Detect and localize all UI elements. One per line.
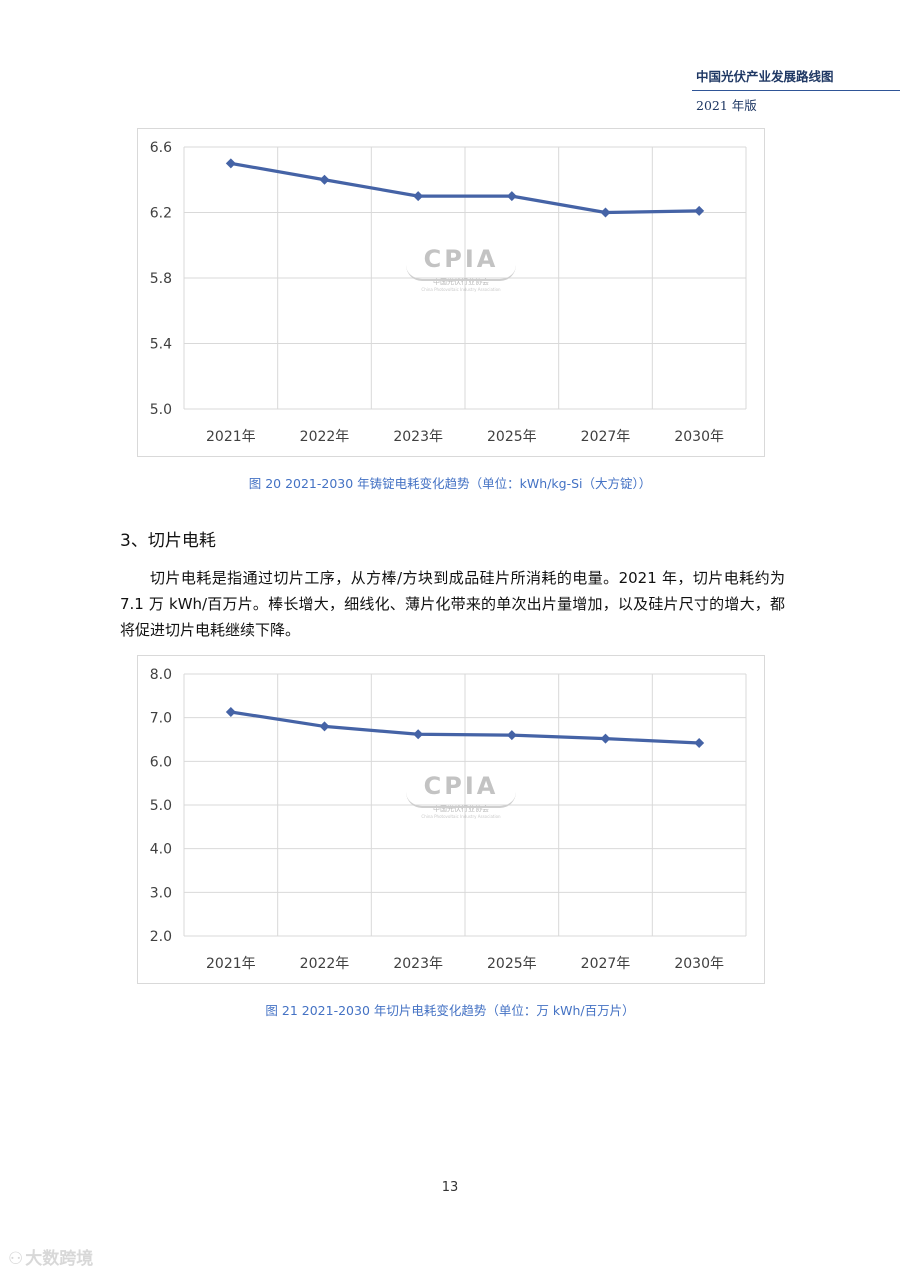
x-tick-label: 2027年 <box>581 956 631 972</box>
watermark-en: China Photovoltaic Industry Association <box>421 814 501 819</box>
brand-text: 大数跨境 <box>25 1249 94 1269</box>
watermark-cn: 中国光伏行业协会 <box>433 278 489 286</box>
section-title: 3、切片电耗 <box>120 531 216 551</box>
cpia-watermark: CPIA 中国光伏行业协会 China Photovoltaic Industr… <box>396 772 526 819</box>
data-point-marker <box>413 191 424 202</box>
y-tick-label: 6.6 <box>150 140 172 156</box>
chart-slicing-power-svg: 8.0 7.0 6.0 5.0 4.0 3.0 2.0 2021年 2022年 2023年 2025… <box>150 667 747 972</box>
y-tick-label: 6.2 <box>150 206 172 222</box>
y-tick-label: 5.0 <box>150 402 172 418</box>
data-point-marker <box>506 191 517 202</box>
data-point-marker <box>319 174 330 185</box>
x-tick-label: 2022年 <box>300 956 350 972</box>
x-tick-label: 2030年 <box>674 956 724 972</box>
x-tick-label: 2021年 <box>206 956 256 972</box>
data-point-marker <box>600 207 611 218</box>
x-tick-label: 2030年 <box>674 429 724 445</box>
data-point-marker <box>225 706 236 717</box>
data-point-marker <box>600 733 611 744</box>
x-tick-label: 2023年 <box>393 956 443 972</box>
y-tick-label: 5.0 <box>150 798 172 814</box>
header-title: 中国光伏产业发展路线图 <box>696 69 834 84</box>
data-point-marker <box>319 721 330 732</box>
watermark-arc <box>406 792 516 808</box>
series-line <box>230 710 700 745</box>
header-divider <box>692 90 900 91</box>
cpia-watermark: CPIA 中国光伏行业协会 China Photovoltaic Industr… <box>396 245 526 292</box>
x-tick-label: 2022年 <box>300 429 350 445</box>
brand-logo-icon: ⚇ <box>8 1249 24 1269</box>
watermark-cn: 中国光伏行业协会 <box>433 805 489 813</box>
y-tick-label: 2.0 <box>150 929 172 945</box>
y-tick-label: 5.8 <box>150 271 172 287</box>
data-point-marker <box>694 737 705 748</box>
data-point-marker <box>225 158 236 169</box>
data-point-marker <box>694 205 705 216</box>
chart-casting-power-svg: 6.6 6.2 5.8 5.4 5.0 2021年 2022年 2023年 2025年 2027年… <box>150 140 747 445</box>
header-edition: 2021 年版 <box>696 98 757 113</box>
watermark-arc <box>406 265 516 281</box>
x-tick-label: 2021年 <box>206 429 256 445</box>
y-tick-label: 8.0 <box>150 667 172 683</box>
y-tick-label: 6.0 <box>150 754 172 770</box>
watermark-en: China Photovoltaic Industry Association <box>421 287 501 292</box>
chart-slicing-power: 8.0 7.0 6.0 5.0 4.0 3.0 2.0 2021年 2022年 2023年 2025… <box>137 655 765 984</box>
figure-20-caption: 图 20 2021-2030 年铸锭电耗变化趋势（单位：kWh/kg-Si（大方… <box>248 476 652 491</box>
page-number: 13 <box>441 1180 459 1195</box>
page-header: 中国光伏产业发展路线图 2021 年版 <box>692 66 900 114</box>
x-tick-label: 2027年 <box>581 429 631 445</box>
body-paragraph: 切片电耗是指通过切片工序，从方棒/方块到成品硅片所消耗的电量。2021 年，切片… <box>120 565 785 643</box>
chart-casting-power: 6.6 6.2 5.8 5.4 5.0 2021年 2022年 2023年 2025年 2027年… <box>137 128 765 457</box>
brand-watermark: ⚇ 大数跨境 <box>8 1244 93 1269</box>
y-tick-label: 3.0 <box>150 885 172 901</box>
paragraph-text: 切片电耗是指通过切片工序，从方棒/方块到成品硅片所消耗的电量。2021 年，切片… <box>120 569 785 639</box>
x-tick-label: 2023年 <box>393 429 443 445</box>
x-tick-label: 2025年 <box>487 956 537 972</box>
y-tick-label: 5.4 <box>150 337 172 353</box>
y-tick-label: 4.0 <box>150 842 172 858</box>
data-point-marker <box>506 730 517 741</box>
series-line <box>230 161 700 215</box>
x-tick-label: 2025年 <box>487 429 537 445</box>
figure-21-caption: 图 21 2021-2030 年切片电耗变化趋势（单位：万 kWh/百万片） <box>265 1003 635 1018</box>
data-point-marker <box>413 729 424 740</box>
y-tick-label: 7.0 <box>150 711 172 727</box>
